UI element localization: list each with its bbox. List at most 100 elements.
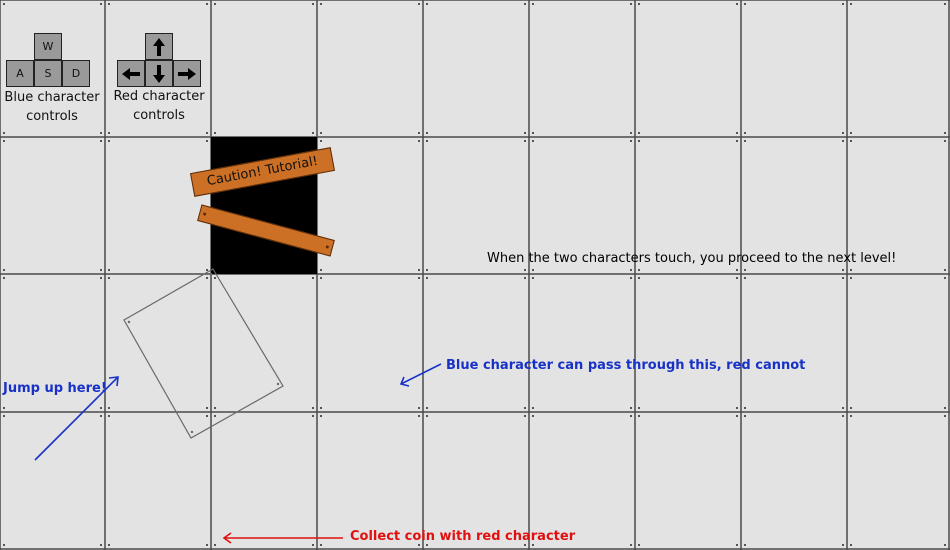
tile-rivet [3, 544, 5, 546]
tile-rivet [532, 132, 534, 134]
tile-rivet [850, 132, 852, 134]
red-controls-label-line1: Red character [113, 89, 205, 104]
tile-rivet [312, 544, 314, 546]
tile-rivet [736, 132, 738, 134]
tile-rivet [944, 277, 946, 279]
tile-rivet [100, 132, 102, 134]
tile-rivet [3, 269, 5, 271]
tile-rivet [108, 415, 110, 417]
tile-rivet [630, 277, 632, 279]
tile-rivet [312, 3, 314, 5]
tile-rivet [3, 277, 5, 279]
tile-rivet [312, 277, 314, 279]
tile-rivet [744, 407, 746, 409]
tile-rivet [418, 132, 420, 134]
blue-controls-label-line1: Blue character [4, 90, 100, 105]
tile-rivet [418, 269, 420, 271]
tile-rivet [524, 407, 526, 409]
tile-rivet [944, 132, 946, 134]
tile-rivet [100, 3, 102, 5]
tile-rivet [108, 140, 110, 142]
tile-rivet [638, 132, 640, 134]
tile-rivet [944, 544, 946, 546]
tile-rivet [100, 407, 102, 409]
arrow-up-icon [145, 33, 173, 60]
tile-rivet [426, 415, 428, 417]
tile-rivet [736, 140, 738, 142]
tile-rivet [842, 277, 844, 279]
tile-rivet [842, 415, 844, 417]
tile-rivet [108, 3, 110, 5]
tile-rivet [426, 407, 428, 409]
tile-rivet [524, 3, 526, 5]
tile-rivet [206, 3, 208, 5]
red-controls-label-line2: controls [133, 108, 185, 123]
tile-rivet [744, 3, 746, 5]
tile-rivet [630, 132, 632, 134]
tile-rivet [426, 3, 428, 5]
tile-rivet [524, 140, 526, 142]
tile-rivet [108, 269, 110, 271]
tile-rivet [426, 544, 428, 546]
tile-rivet [630, 140, 632, 142]
nail [202, 212, 207, 216]
tile-rivet [850, 415, 852, 417]
tile-rivet [842, 407, 844, 409]
tile-rivet [842, 140, 844, 142]
tile-rivet [100, 269, 102, 271]
tile-rivet [944, 407, 946, 409]
tile-rivet [206, 132, 208, 134]
tile-rivet [736, 277, 738, 279]
tile-rivet [418, 3, 420, 5]
tile-rivet [850, 544, 852, 546]
tile-rivet [638, 277, 640, 279]
tile-rivet [524, 277, 526, 279]
tile-rivet [206, 140, 208, 142]
tile-rivet [524, 132, 526, 134]
tile-rivet [532, 269, 534, 271]
key-w: W [34, 33, 62, 60]
tile-rivet [426, 140, 428, 142]
blue-controls-label-line2: controls [26, 109, 78, 124]
tile-rivet [524, 544, 526, 546]
key-s: S [34, 60, 62, 87]
tile-rivet [3, 132, 5, 134]
tile-rivet [320, 544, 322, 546]
tile-rivet [100, 544, 102, 546]
arrow-left-icon [117, 60, 145, 87]
tile-rivet [638, 544, 640, 546]
tile-rivet [630, 544, 632, 546]
tile-rivet [108, 407, 110, 409]
tile-rivet [206, 407, 208, 409]
tile-rivet [638, 3, 640, 5]
tile-rivet [312, 415, 314, 417]
tile-rivet [214, 277, 216, 279]
blue-controls-label: Blue character controls [0, 88, 104, 126]
tile-rivet [3, 140, 5, 142]
arrow-down-icon [145, 60, 173, 87]
tile-rivet [108, 544, 110, 546]
tile-rivet [532, 140, 534, 142]
tile-rivet [630, 407, 632, 409]
arrow-right-icon [173, 60, 201, 87]
tile-rivet [312, 132, 314, 134]
tile-rivet [744, 277, 746, 279]
tile-rivet [850, 269, 852, 271]
tile-rivet [214, 407, 216, 409]
tile-rivet [630, 269, 632, 271]
tile-rivet [532, 3, 534, 5]
tile-rivet [850, 277, 852, 279]
tile-rivet [532, 277, 534, 279]
tile-rivet [630, 3, 632, 5]
tile-rivet [418, 415, 420, 417]
tile-rivet [524, 415, 526, 417]
tile-rivet [944, 269, 946, 271]
tile-rivet [320, 407, 322, 409]
tile-rivet [214, 415, 216, 417]
tile-rivet [744, 269, 746, 271]
coin-hint: Collect coin with red character [350, 529, 576, 544]
tile-rivet [736, 269, 738, 271]
tile-rivet [426, 269, 428, 271]
tile-rivet [736, 407, 738, 409]
tile-rivet [206, 544, 208, 546]
